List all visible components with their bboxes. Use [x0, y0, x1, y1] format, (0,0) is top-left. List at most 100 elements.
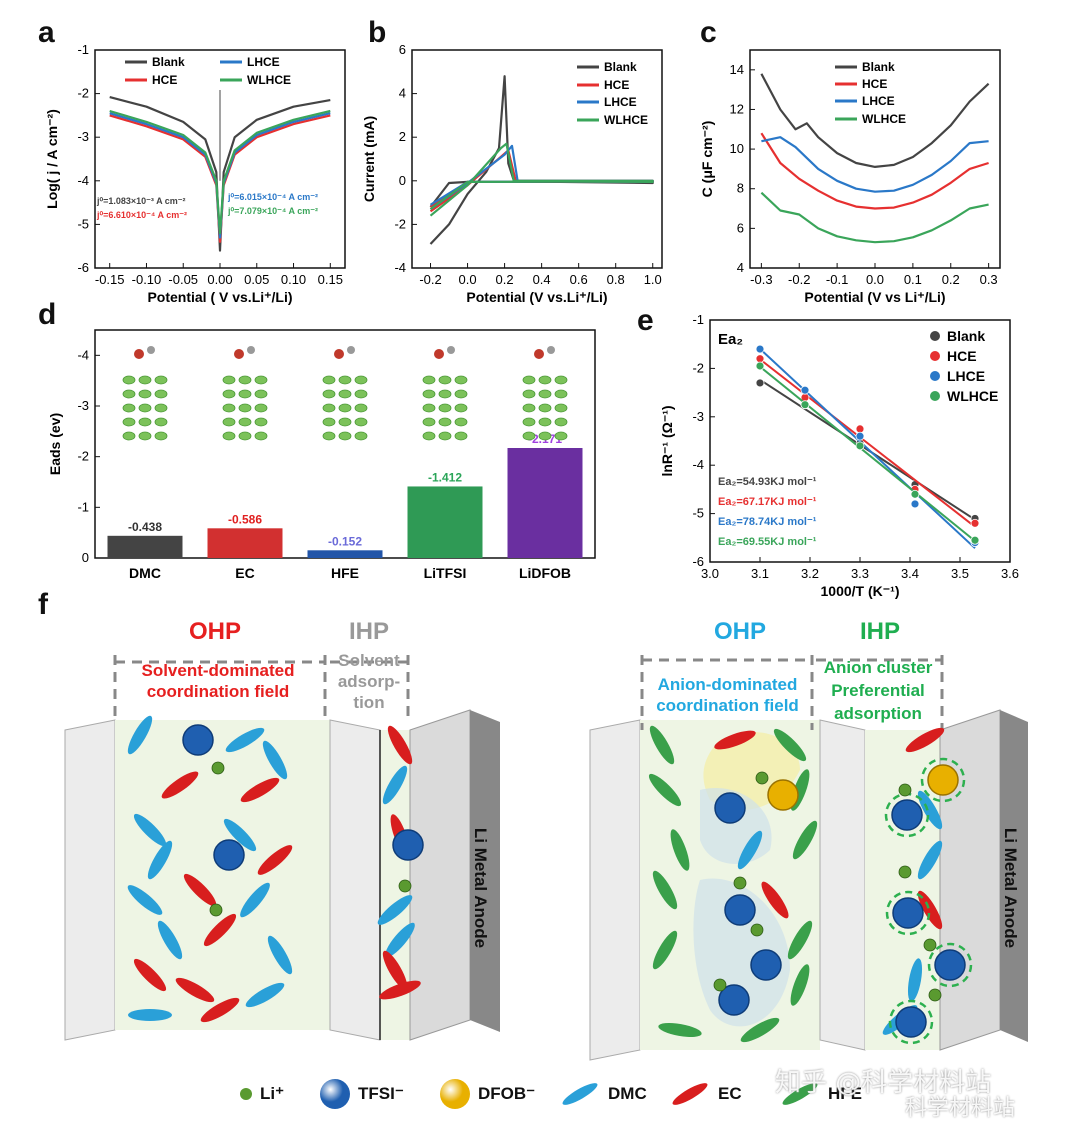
legend-label-lhce: LHCE [862, 94, 895, 108]
legend-label: Li⁺ [260, 1084, 285, 1103]
surface-atom [238, 431, 252, 441]
y-tick-label: 2 [399, 129, 406, 144]
surface-atom [554, 375, 568, 385]
legend-label: EC [718, 1084, 742, 1103]
y-axis-label: Log( j / A cm⁻²) [44, 109, 60, 209]
ec-molecule [161, 771, 199, 799]
right-ohp-desc: Anion-dominated coordination field [656, 675, 799, 715]
x-tick-label: 0.6 [570, 272, 588, 287]
surface-atom [122, 403, 136, 413]
surface-atom [254, 431, 268, 441]
y-tick-label: -6 [77, 260, 89, 275]
li-ion [398, 879, 412, 893]
tfsi-anion [714, 792, 746, 824]
surface-atom [322, 417, 336, 427]
y-tick-label: 0 [399, 173, 406, 188]
legend-marker-lhce [930, 371, 940, 381]
adsorbate-atom [147, 346, 155, 354]
x-tick-label: 3.0 [701, 566, 719, 581]
adsorbate-atom [534, 349, 544, 359]
legend-label-wlhce: WLHCE [862, 112, 906, 126]
adsorbate-atom [447, 346, 455, 354]
y-tick-label: -3 [692, 409, 704, 424]
hfe-molecule [652, 870, 678, 910]
legend-label-blank: Blank [152, 55, 185, 69]
li-ion [209, 903, 223, 917]
x-tick-label: -0.05 [168, 272, 198, 287]
panel-letter-b: b [368, 16, 387, 49]
surface-atom [222, 403, 236, 413]
legend-marker-hce [930, 351, 940, 361]
surface-atom [522, 431, 536, 441]
x-tick-label: -0.10 [132, 272, 162, 287]
series-line-wlhce [760, 191, 989, 244]
surface-atom [438, 431, 452, 441]
adsorbate-atom [547, 346, 555, 354]
surface-atom [538, 431, 552, 441]
left-ohp-title: OHP [188, 618, 241, 645]
li-ion [898, 783, 912, 797]
surface-atom [122, 431, 136, 441]
adsorbate-atom [434, 349, 444, 359]
ec-molecule [905, 727, 945, 753]
data-point-wlhce [800, 400, 810, 410]
ec-molecule [917, 890, 943, 930]
fit-line-hce [759, 358, 976, 528]
hfe-molecule [648, 773, 682, 807]
data-point-lhce [855, 431, 865, 441]
data-point-lhce [910, 499, 920, 509]
x-tick-label: 0.1 [904, 272, 922, 287]
adsorbate-atom [247, 346, 255, 354]
right-ihp-desc: Anion cluster Preferential adsorption [823, 658, 933, 723]
anion-cluster-ring [888, 999, 934, 1045]
j0-annotation: j⁰=7.079×10⁻⁴ A cm⁻² [227, 206, 318, 216]
anion-cluster-ring [885, 890, 931, 936]
ea-label-wlhce: Ea₂=69.55KJ mol⁻¹ [718, 536, 817, 548]
legend-item: DFOB⁻ [440, 1078, 535, 1110]
ec-ellipse-icon [670, 1079, 710, 1109]
tfsi-sphere-icon [320, 1079, 350, 1109]
dmc-molecule [157, 920, 183, 960]
ec-molecule [200, 997, 240, 1023]
left-anode-side [470, 710, 500, 1032]
y-tick-label: 6 [399, 42, 406, 57]
li-ion [755, 771, 769, 785]
data-point-hce [855, 424, 865, 434]
tfsi-anion [718, 984, 750, 1016]
legend-label-blank: Blank [862, 60, 895, 74]
surface-atom [438, 403, 452, 413]
x-tick-label: 0.8 [607, 272, 625, 287]
series-line-hce [760, 132, 989, 210]
legend-label-blank: Blank [604, 60, 637, 74]
x-tick-label: -0.1 [826, 272, 848, 287]
surface-atom [338, 389, 352, 399]
ec-molecule [257, 845, 293, 875]
y-tick-label: -3 [77, 129, 89, 144]
surface-atom [222, 417, 236, 427]
tfsi-anion [724, 894, 756, 926]
surface-atom [422, 431, 436, 441]
dfob-anion [927, 764, 959, 796]
x-tick-label: 0.0 [459, 272, 477, 287]
right-separator-wall [589, 719, 641, 1061]
surface-atom [522, 389, 536, 399]
left-anode-label: Li Metal Anode [471, 827, 490, 949]
dmc-molecule [917, 790, 943, 830]
dmc-molecule [127, 885, 163, 915]
hfe-molecule [670, 829, 690, 871]
surface-atom [138, 375, 152, 385]
surface-atom [522, 375, 536, 385]
x-category-label: DMC [129, 565, 161, 581]
li-ion [923, 938, 937, 952]
left-ihp-title: IHP [348, 618, 389, 645]
right-ohp-title: OHP [713, 618, 766, 645]
y-tick-label: -1 [692, 312, 704, 327]
dmc-molecule [382, 765, 408, 805]
surface-atom [354, 431, 368, 441]
bar-litfsi [407, 486, 483, 558]
surface-atom [422, 403, 436, 413]
surface-atom [422, 375, 436, 385]
x-category-label: LiDFOB [519, 565, 571, 581]
surface-atom [254, 403, 268, 413]
x-tick-label: 0.3 [980, 272, 998, 287]
